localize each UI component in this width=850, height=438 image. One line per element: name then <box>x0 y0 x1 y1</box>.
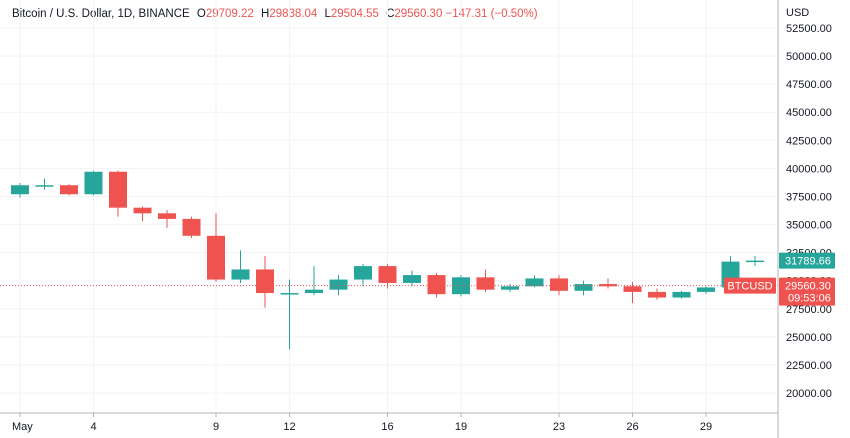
close-label: C <box>386 8 395 20</box>
candle-body <box>133 207 152 214</box>
candle-body <box>427 275 446 295</box>
low-value: 29504.55 <box>330 8 379 20</box>
price-tick-label: 20000.00 <box>786 388 832 400</box>
price-tick-label: 35000.00 <box>786 220 832 232</box>
candle-body <box>329 279 348 290</box>
price-tick-label: 42500.00 <box>786 135 832 147</box>
candle-body <box>231 269 250 280</box>
price-tick-label: 50000.00 <box>786 51 832 63</box>
price-tick-label: 25000.00 <box>786 332 832 344</box>
candle-body <box>280 293 299 295</box>
candle-body <box>501 286 519 290</box>
previous-close-badge <box>779 252 835 269</box>
currency-label[interactable]: USD <box>786 7 809 19</box>
candle-body <box>599 284 617 287</box>
low-label: L <box>324 8 331 20</box>
price-axis[interactable]: 52500.00 50000.00 47500.00 45000.00 42500.00… <box>777 0 832 438</box>
close-value: 29560.30 <box>394 8 443 20</box>
open-label: O <box>196 8 206 20</box>
candle-body <box>158 213 176 219</box>
time-tick-label: 26 <box>626 421 638 433</box>
candle-body <box>182 218 201 236</box>
change-value: −147.31 (−0.50%) <box>445 8 538 20</box>
price-tick-label: 40000.00 <box>786 163 832 175</box>
time-tick-label: 16 <box>381 421 393 433</box>
chart-legend: Bitcoin / U.S. Dollar, 1D, BINANCE O2970… <box>12 8 538 20</box>
candle-body <box>746 260 764 263</box>
price-tick-label: 45000.00 <box>786 107 832 119</box>
bar-countdown: 09:53:06 <box>788 293 831 305</box>
time-axis[interactable]: May 4 9 12 16 19 23 26 29 <box>0 412 778 433</box>
candle-body <box>256 269 274 294</box>
time-tick-label: 23 <box>553 421 565 433</box>
time-tick-label: 12 <box>283 421 295 433</box>
open-value: 29709.22 <box>205 8 254 20</box>
candles <box>11 170 764 350</box>
candle-body <box>11 185 29 195</box>
price-tick-label: 22500.00 <box>786 360 832 372</box>
time-tick-label: 29 <box>700 421 712 433</box>
symbol-badge <box>724 277 776 294</box>
price-tick-label: 47500.00 <box>786 79 832 91</box>
candle-body <box>672 291 691 298</box>
candle-body <box>476 277 495 290</box>
time-tick-label: 9 <box>213 421 219 433</box>
price-tick-label: 37500.00 <box>786 191 832 203</box>
candle-body <box>378 266 397 283</box>
candle-body <box>550 278 568 291</box>
time-tick-label: May <box>12 421 33 433</box>
candle-body <box>697 287 715 292</box>
candle-body <box>84 171 103 195</box>
price-tick-label: 27500.00 <box>786 304 832 316</box>
candle-body <box>109 171 127 208</box>
candle-body <box>354 266 372 280</box>
grid <box>0 0 778 413</box>
previous-close-value: 31789.66 <box>785 256 831 268</box>
candle-body <box>305 289 323 294</box>
candle-body <box>452 277 470 295</box>
candle-body <box>403 275 421 283</box>
price-tick-label: 52500.00 <box>786 23 832 35</box>
candle-body <box>648 291 666 298</box>
symbol-badge-label: BTCUSD <box>727 281 772 293</box>
symbol-title[interactable]: Bitcoin / U.S. Dollar, 1D, BINANCE <box>12 8 190 20</box>
candle-body <box>60 185 78 195</box>
candle-body <box>35 185 54 187</box>
high-value: 29838.04 <box>269 8 318 20</box>
candle-body <box>623 286 642 292</box>
high-label: H <box>261 8 270 20</box>
candle-body <box>207 235 225 280</box>
last-price-value: 29560.30 <box>785 281 831 293</box>
last-price-badge <box>779 277 835 306</box>
candle-body <box>525 278 544 287</box>
time-tick-label: 19 <box>455 421 467 433</box>
candle-body <box>574 284 593 291</box>
time-tick-label: 4 <box>90 421 96 433</box>
